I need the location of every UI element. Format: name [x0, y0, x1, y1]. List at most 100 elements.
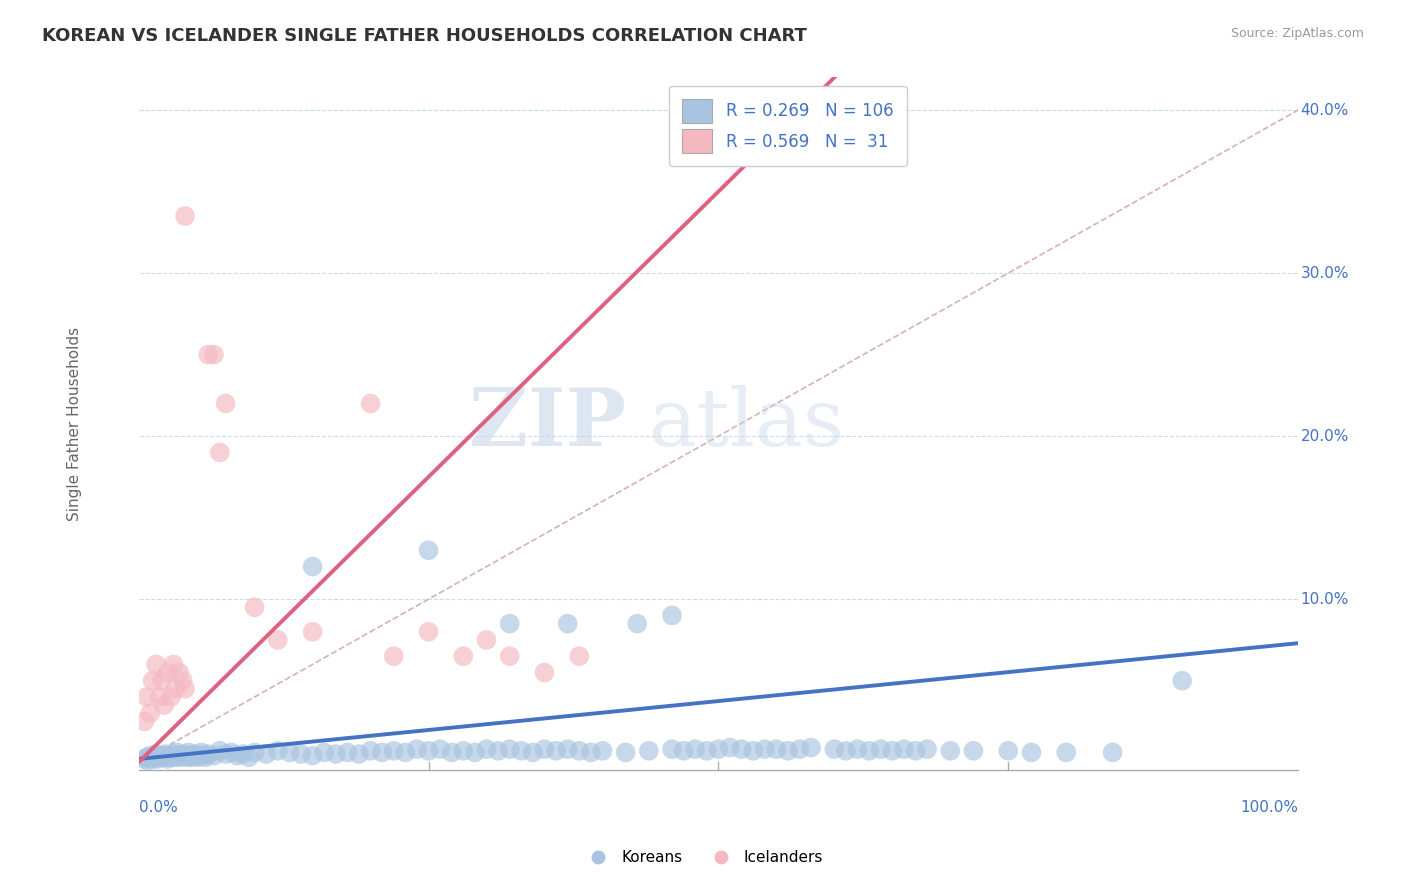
Point	[214, 747, 236, 761]
Point	[394, 746, 416, 760]
Point	[742, 744, 765, 758]
Point	[190, 746, 212, 760]
Point	[962, 744, 984, 758]
Point	[150, 748, 173, 763]
Point	[869, 742, 891, 756]
Point	[301, 559, 323, 574]
Point	[637, 744, 659, 758]
Point	[557, 742, 579, 756]
Point	[172, 747, 194, 761]
Point	[661, 608, 683, 623]
Point	[177, 746, 200, 760]
Text: ZIP: ZIP	[468, 384, 626, 463]
Point	[153, 698, 176, 713]
Text: 40.0%: 40.0%	[1301, 103, 1348, 118]
Point	[174, 209, 197, 223]
Point	[1021, 746, 1043, 760]
Point	[135, 750, 157, 764]
Point	[174, 681, 197, 696]
Point	[301, 748, 323, 763]
Point	[522, 746, 544, 760]
Text: 10.0%: 10.0%	[1301, 591, 1348, 607]
Point	[997, 744, 1019, 758]
Point	[382, 744, 405, 758]
Point	[765, 742, 787, 756]
Point	[382, 649, 405, 664]
Point	[208, 445, 231, 459]
Point	[172, 673, 194, 688]
Point	[499, 742, 522, 756]
Point	[165, 750, 187, 764]
Point	[464, 746, 486, 760]
Text: Single Father Households: Single Father Households	[67, 326, 83, 521]
Point	[626, 616, 648, 631]
Point	[197, 747, 219, 761]
Point	[440, 746, 463, 760]
Point	[232, 747, 254, 761]
Point	[160, 690, 183, 704]
Text: 0.0%: 0.0%	[139, 800, 177, 815]
Point	[510, 744, 533, 758]
Point	[789, 742, 811, 756]
Text: 20.0%: 20.0%	[1301, 429, 1348, 443]
Point	[193, 748, 215, 763]
Point	[418, 624, 440, 639]
Point	[360, 396, 382, 410]
Point	[167, 748, 190, 763]
Point	[568, 649, 591, 664]
Point	[347, 747, 370, 761]
Point	[533, 742, 555, 756]
Legend: Koreans, Icelanders: Koreans, Icelanders	[576, 844, 830, 871]
Point	[166, 746, 188, 760]
Point	[181, 750, 204, 764]
Point	[156, 752, 179, 766]
Point	[139, 706, 162, 721]
Point	[194, 750, 217, 764]
Point	[486, 744, 509, 758]
Point	[614, 746, 637, 760]
Point	[135, 690, 157, 704]
Point	[301, 624, 323, 639]
Point	[156, 665, 179, 680]
Point	[371, 746, 394, 760]
Point	[475, 742, 498, 756]
Point	[202, 748, 225, 763]
Point	[202, 348, 225, 362]
Point	[243, 746, 266, 760]
Text: 100.0%: 100.0%	[1240, 800, 1298, 815]
Point	[162, 747, 184, 761]
Point	[153, 750, 176, 764]
Point	[858, 744, 880, 758]
Point	[214, 396, 236, 410]
Point	[533, 665, 555, 680]
Point	[453, 744, 475, 758]
Point	[418, 744, 440, 758]
Point	[730, 742, 752, 756]
Point	[1171, 673, 1194, 688]
Point	[661, 742, 683, 756]
Point	[499, 649, 522, 664]
Point	[846, 742, 869, 756]
Point	[915, 742, 938, 756]
Text: KOREAN VS ICELANDER SINGLE FATHER HOUSEHOLDS CORRELATION CHART: KOREAN VS ICELANDER SINGLE FATHER HOUSEH…	[42, 27, 807, 45]
Point	[1101, 746, 1123, 760]
Point	[208, 744, 231, 758]
Point	[557, 616, 579, 631]
Point	[290, 747, 312, 761]
Point	[754, 742, 776, 756]
Point	[475, 632, 498, 647]
Point	[707, 742, 730, 756]
Point	[150, 673, 173, 688]
Point	[591, 744, 613, 758]
Point	[325, 747, 347, 761]
Point	[267, 632, 290, 647]
Point	[939, 744, 962, 758]
Point	[197, 348, 219, 362]
Point	[360, 744, 382, 758]
Point	[243, 600, 266, 615]
Point	[183, 747, 205, 761]
Point	[406, 742, 429, 756]
Point	[800, 740, 823, 755]
Point	[142, 673, 165, 688]
Point	[169, 750, 191, 764]
